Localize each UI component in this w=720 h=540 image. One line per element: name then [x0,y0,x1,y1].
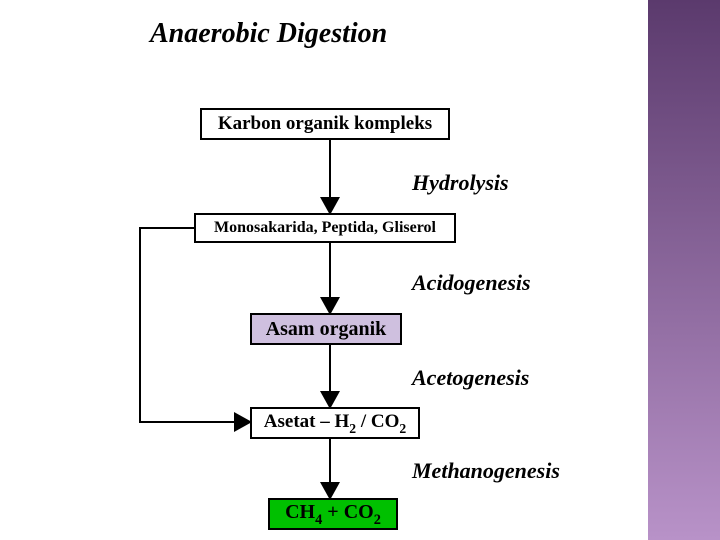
box-label: Monosakarida, Peptida, Gliserol [214,219,436,237]
box-label: Asam organik [266,318,387,341]
box-label: CH4 + CO2 [285,501,381,528]
box-asam-organik: Asam organik [250,313,402,345]
right-gradient-bar [648,0,720,540]
stage-hydrolysis: Hydrolysis [412,170,509,196]
connectors-layer [0,0,720,540]
box-karbon-organik: Karbon organik kompleks [200,108,450,140]
diagram-title: Anaerobic Digestion [150,18,387,50]
box-asetat: Asetat – H2 / CO2 [250,407,420,439]
box-label: Karbon organik kompleks [218,113,432,135]
stage-methanogenesis: Methanogenesis [412,458,560,484]
box-ch4-co2: CH4 + CO2 [268,498,398,530]
stage-acidogenesis: Acidogenesis [412,270,531,296]
stage-acetogenesis: Acetogenesis [412,365,529,391]
box-label: Asetat – H2 / CO2 [264,411,406,436]
box-monosakarida: Monosakarida, Peptida, Gliserol [194,213,456,243]
